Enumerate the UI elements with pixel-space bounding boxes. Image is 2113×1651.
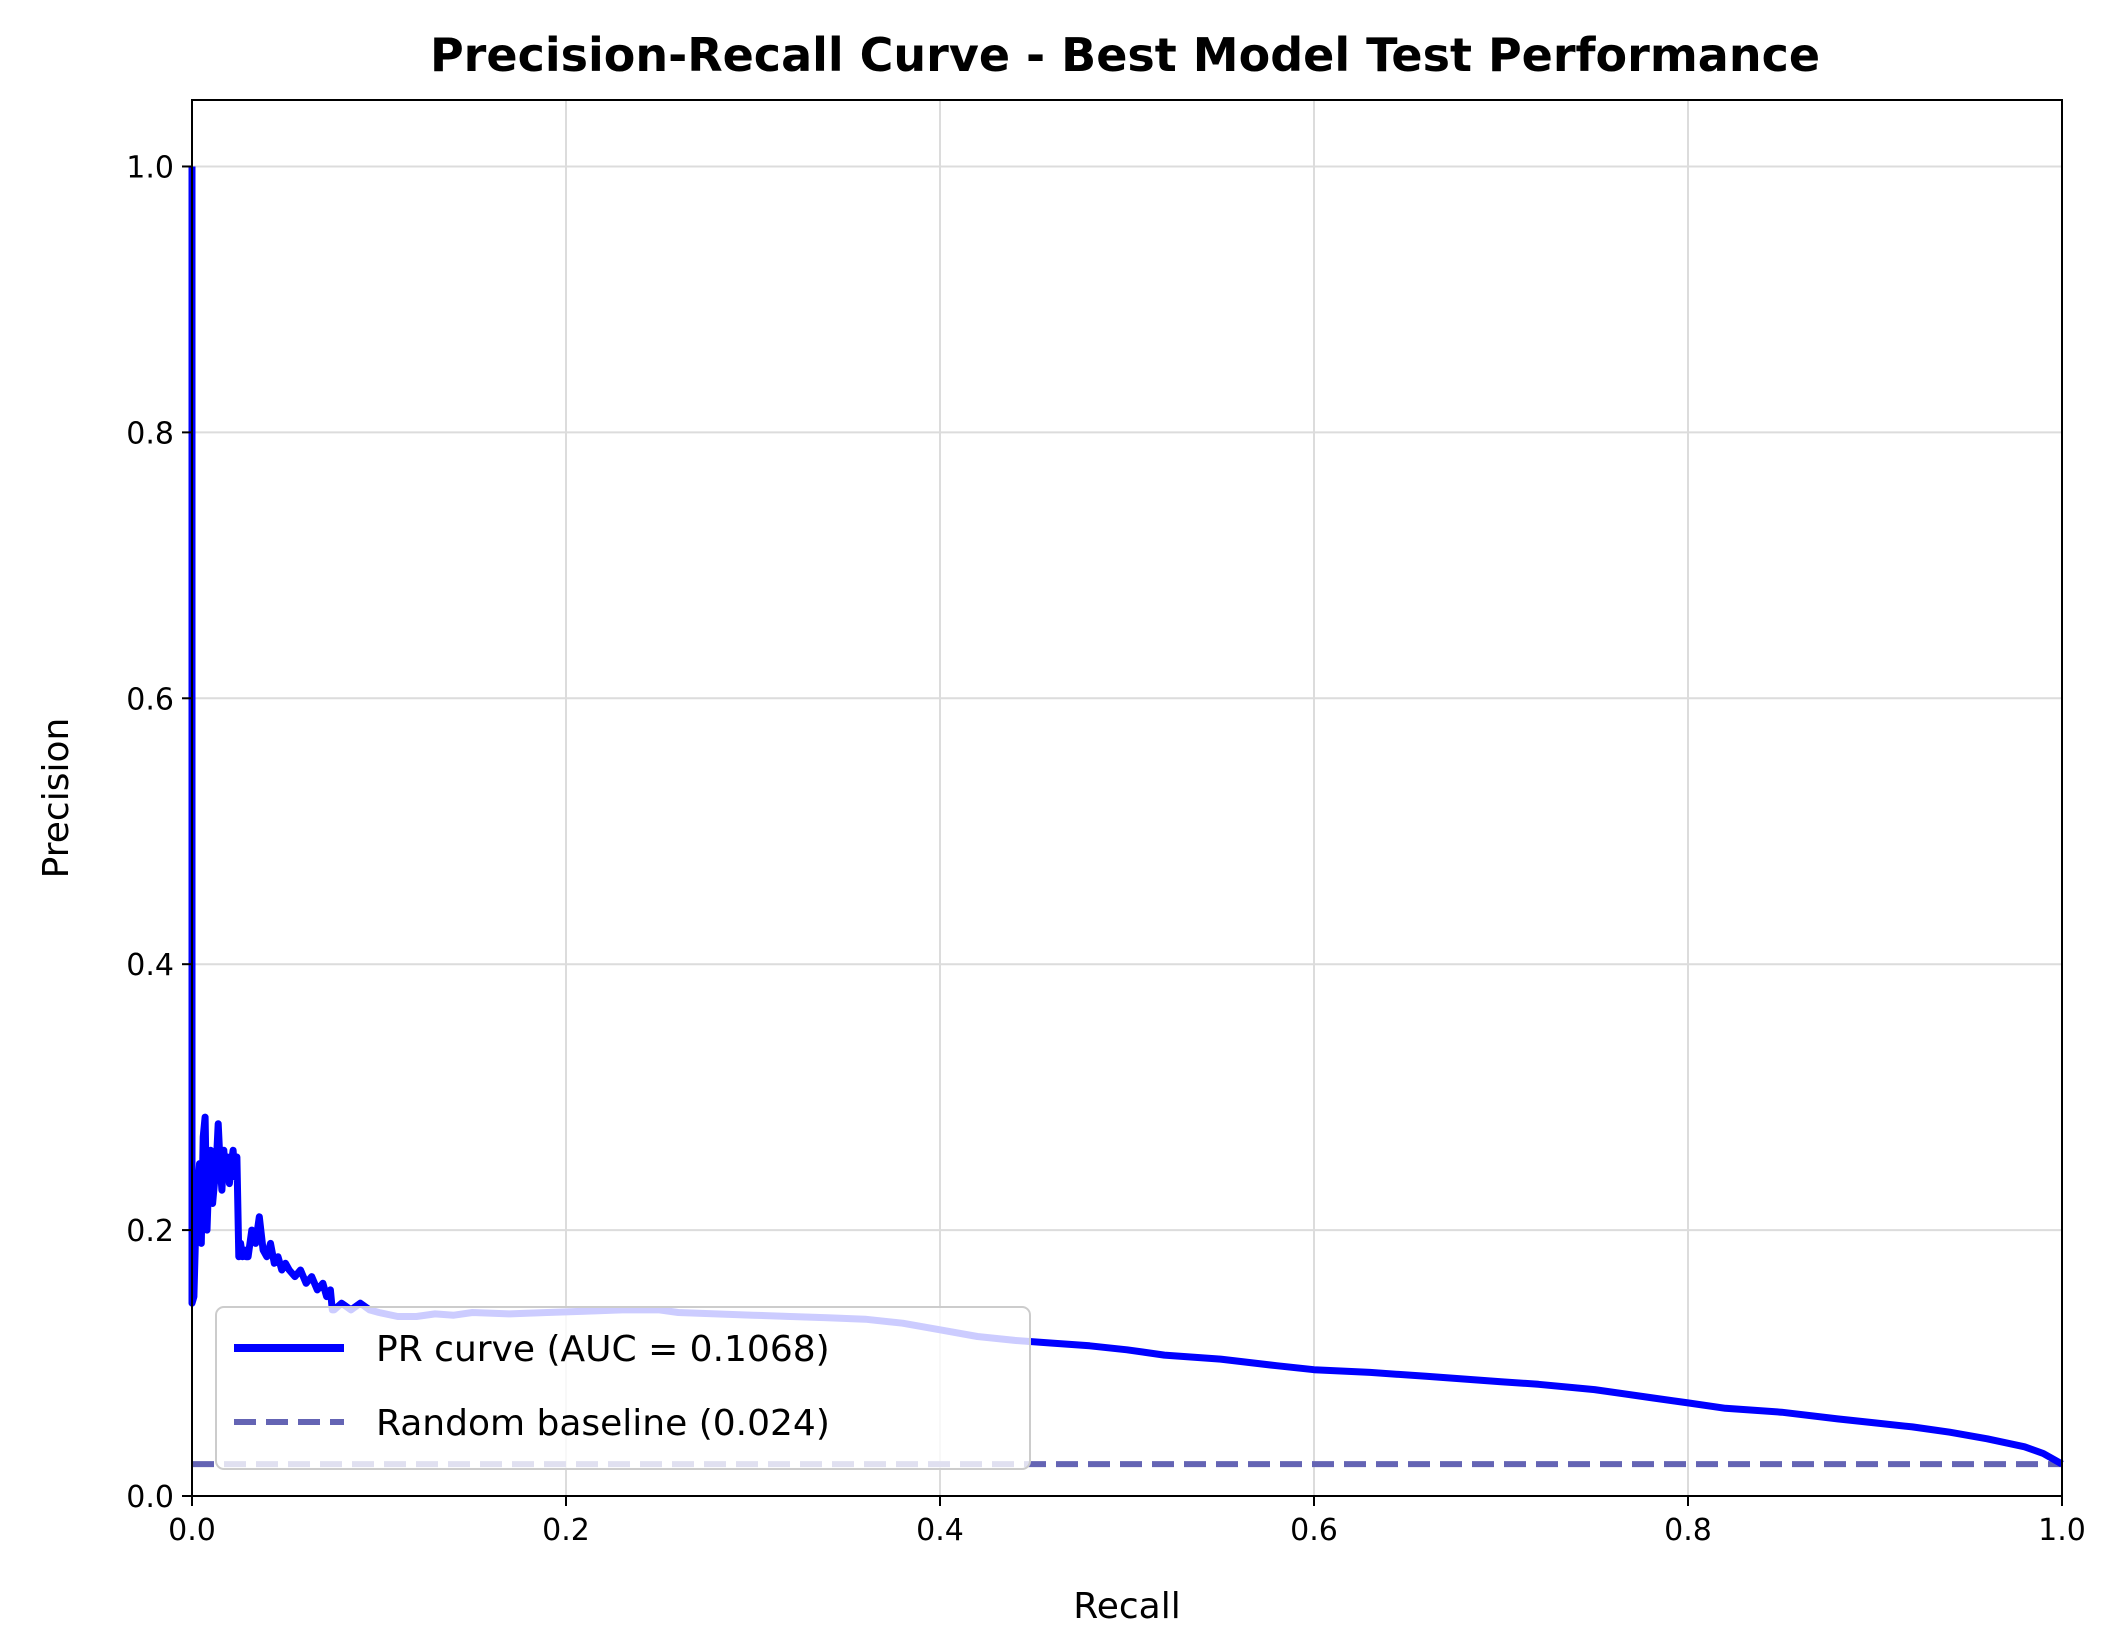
x-tick-label: 0.6 [1290,1513,1338,1548]
plot-series [188,166,2064,1468]
x-tick-label: 1.0 [2038,1513,2086,1548]
y-tick-label: 0.0 [126,1480,174,1515]
x-tick-label: 0.8 [1664,1513,1712,1548]
y-axis-title: Precision [36,718,77,879]
legend: PR curve (AUC = 0.1068) Random baseline … [215,1306,1031,1470]
legend-box [215,1306,1031,1470]
y-tick-label: 0.4 [126,948,174,983]
y-tick-label: 0.8 [126,416,174,451]
plot-frame [191,99,2063,1497]
y-tick-label: 0.6 [126,682,174,717]
x-axis-title: Recall [1073,1586,1180,1627]
x-tick-label: 0.4 [916,1513,964,1548]
y-tick-label: 0.2 [126,1214,174,1249]
axis-ticks: 0.0 0.2 0.4 0.6 0.8 1.0 0.0 0.2 0.4 0.6 0.8 1.0 [126,150,2086,1548]
x-tick-label: 0.0 [168,1513,216,1548]
legend-label-pr-curve: PR curve (AUC = 0.1068) [376,1329,830,1370]
x-tick-label: 0.2 [542,1513,590,1548]
pr-curve-line [188,166,2064,1468]
chart-title: Precision-Recall Curve - Best Model Test… [430,28,1820,82]
legend-label-random-baseline: Random baseline (0.024) [376,1403,830,1444]
y-tick-label: 1.0 [126,150,174,185]
grid [191,100,2063,1497]
